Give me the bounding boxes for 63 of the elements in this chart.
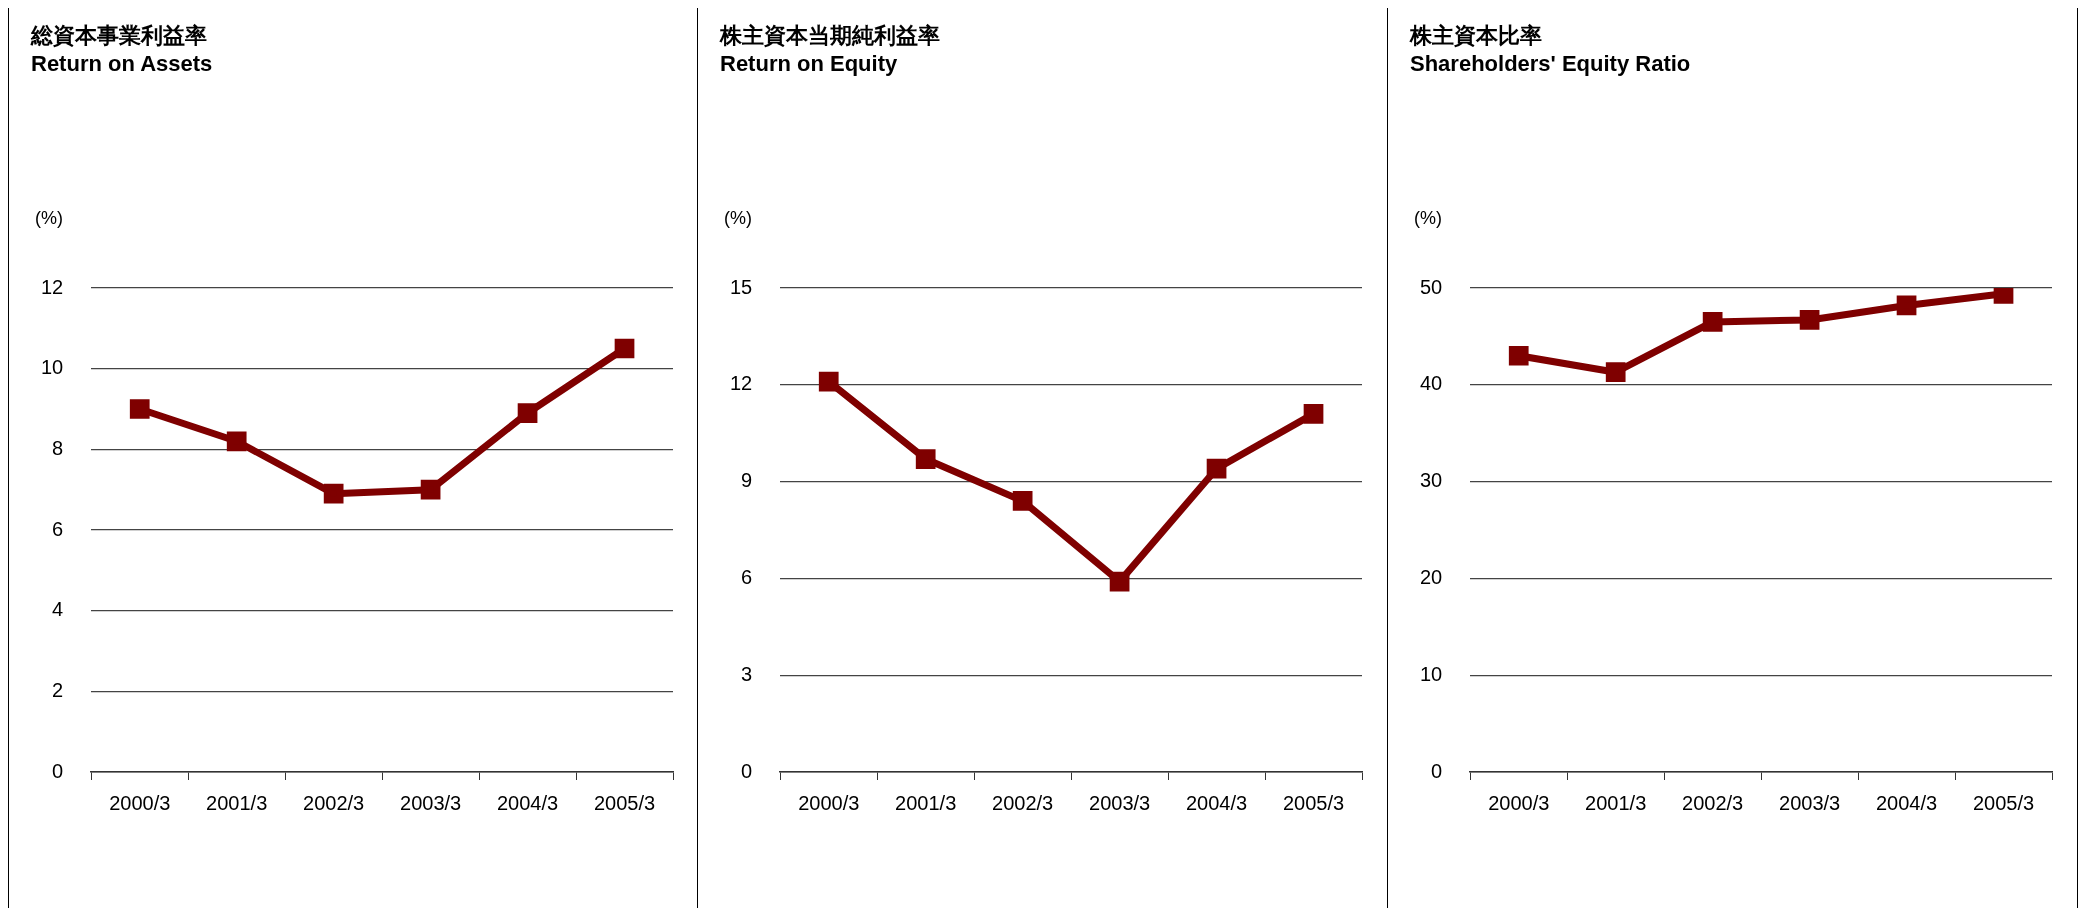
chart-subtitle: Shareholders' Equity Ratio (1410, 50, 1691, 78)
y-tick-label: 50 (1420, 275, 1443, 298)
chart-title: 株主資本比率 (1410, 22, 1543, 50)
x-tick-label: 2001/3 (1585, 791, 1647, 814)
chart-title: 総資本事業利益率 (31, 22, 208, 50)
x-tick-label: 2004/3 (496, 791, 559, 814)
y-tick-label: 0 (1431, 759, 1443, 782)
point (1605, 362, 1626, 383)
y-tick-label: 2 (52, 678, 64, 701)
y-tick-label: 9 (741, 469, 753, 492)
point (1303, 403, 1324, 424)
point (1896, 295, 1917, 316)
point (1109, 571, 1130, 592)
x-tick-label: 2002/3 (1682, 791, 1744, 814)
x-tick-label: 2002/3 (303, 791, 365, 814)
point (614, 338, 635, 359)
y-tick-label: 6 (741, 565, 753, 588)
x-tick-label: 2004/3 (1875, 791, 1938, 814)
y-tick-label: 15 (730, 275, 753, 298)
point (1799, 310, 1820, 330)
x-tick-label: 2005/3 (593, 791, 656, 814)
y-tick-label: 10 (1420, 662, 1443, 685)
y-tick-label: 0 (741, 759, 753, 782)
x-tick-label: 2001/3 (895, 791, 957, 814)
point (1508, 345, 1529, 366)
y-tick-label: 12 (41, 275, 64, 298)
point (420, 479, 441, 500)
chart-subtitle: Return on Assets (31, 50, 213, 78)
point (818, 371, 839, 392)
x-tick-label: 2005/3 (1282, 791, 1345, 814)
y-tick-label: 12 (730, 372, 753, 395)
point (517, 403, 538, 423)
y-tick-label: 40 (1420, 372, 1443, 395)
point (1702, 312, 1723, 332)
y-tick-label: 3 (741, 662, 753, 685)
point (915, 449, 936, 469)
point (226, 431, 247, 452)
y-tick-label: 10 (41, 356, 64, 379)
y-tick-label: 20 (1420, 565, 1443, 588)
x-tick-label: 2000/3 (109, 791, 171, 814)
x-tick-label: 2000/3 (798, 791, 860, 814)
x-tick-label: 2003/3 (1779, 791, 1841, 814)
y-tick-label: 6 (52, 517, 64, 540)
y-axis-title: (%) (35, 208, 63, 229)
point (1206, 458, 1227, 479)
point (129, 399, 150, 419)
y-axis-title: (%) (1414, 208, 1442, 229)
chart-title: 株主資本当期純利益率 (720, 22, 940, 50)
x-tick-label: 2001/3 (206, 791, 268, 814)
point (323, 483, 344, 504)
chart-subtitle: Return on Equity (720, 50, 899, 78)
y-tick-label: 30 (1420, 469, 1443, 492)
y-tick-label: 4 (52, 598, 64, 621)
point (1012, 491, 1033, 511)
y-tick-label: 8 (52, 436, 64, 459)
x-tick-label: 2000/3 (1488, 791, 1550, 814)
x-tick-label: 2004/3 (1185, 791, 1248, 814)
x-tick-label: 2002/3 (992, 791, 1054, 814)
y-tick-label: 0 (52, 759, 64, 782)
x-tick-label: 2003/3 (1089, 791, 1151, 814)
y-axis-title: (%) (724, 208, 752, 229)
x-tick-label: 2005/3 (1972, 791, 2035, 814)
x-tick-label: 2003/3 (400, 791, 462, 814)
